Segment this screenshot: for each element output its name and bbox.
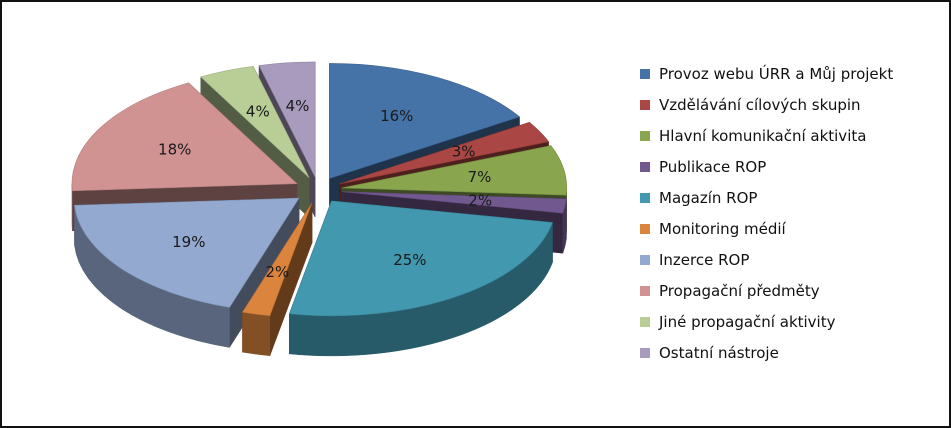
pie-slice — [341, 145, 567, 196]
data-label: 19% — [172, 233, 205, 251]
legend-item: Publikace ROP — [640, 151, 940, 182]
legend-item: Propagační předměty — [640, 275, 940, 306]
legend-item: Provoz webu ÚRR a Můj projekt — [640, 58, 940, 89]
pie-slice — [288, 200, 553, 317]
legend-swatch — [640, 254, 650, 265]
legend: Provoz webu ÚRR a Můj projekt Vzdělávání … — [640, 58, 940, 368]
pie-slice-outer-wall — [242, 311, 271, 357]
legend-item: Inzerce ROP — [640, 244, 940, 275]
legend-label: Propagační předměty — [659, 281, 820, 300]
data-label: 4% — [286, 97, 310, 115]
pie-slice — [71, 82, 298, 192]
legend-label: Publikace ROP — [659, 157, 767, 176]
data-label: 16% — [380, 107, 413, 125]
legend-item: Hlavní komunikační aktivita — [640, 120, 940, 151]
pie-tops — [71, 61, 567, 317]
legend-label: Ostatní nástroje — [659, 343, 779, 362]
legend-item: Jiné propagační aktivity — [640, 306, 940, 337]
data-label: 7% — [468, 168, 492, 186]
legend-item: Ostatní nástroje — [640, 337, 940, 368]
legend-label: Provoz webu ÚRR a Můj projekt — [659, 64, 894, 83]
legend-label: Monitoring médií — [659, 219, 786, 238]
legend-label: Jiné propagační aktivity — [659, 312, 836, 331]
pie-slice — [329, 63, 521, 179]
pie-slice — [339, 122, 550, 185]
legend-swatch — [640, 316, 650, 327]
data-label: 2% — [468, 192, 492, 210]
legend-swatch — [640, 347, 650, 358]
data-label: 2% — [265, 263, 289, 281]
pie-slice — [200, 66, 310, 178]
data-label: 18% — [158, 140, 191, 158]
pie-slice — [341, 191, 567, 214]
legend-swatch — [640, 99, 650, 110]
legend-swatch — [640, 192, 650, 203]
legend-item: Monitoring médií — [640, 213, 940, 244]
legend-swatch — [640, 285, 650, 296]
legend-label: Magazín ROP — [659, 188, 758, 207]
legend-swatch — [640, 130, 650, 141]
data-label: 3% — [452, 143, 476, 161]
pie-slice — [258, 61, 316, 178]
data-label: 25% — [393, 251, 426, 269]
legend-swatch — [640, 223, 650, 234]
pie-slice — [242, 202, 313, 317]
legend-label: Hlavní komunikační aktivita — [659, 126, 867, 145]
pie-labels: 16% 3% 7% 2% 25% 2% 19% 18% 4% 4% — [158, 97, 492, 281]
legend-swatch — [640, 68, 650, 79]
legend-item: Magazín ROP — [640, 182, 940, 213]
pie-slice — [74, 197, 300, 308]
legend-label: Inzerce ROP — [659, 250, 750, 269]
legend-label: Vzdělávání cílových skupin — [659, 95, 861, 114]
legend-item: Vzdělávání cílových skupin — [640, 89, 940, 120]
data-label: 4% — [246, 102, 270, 120]
legend-swatch — [640, 161, 650, 172]
